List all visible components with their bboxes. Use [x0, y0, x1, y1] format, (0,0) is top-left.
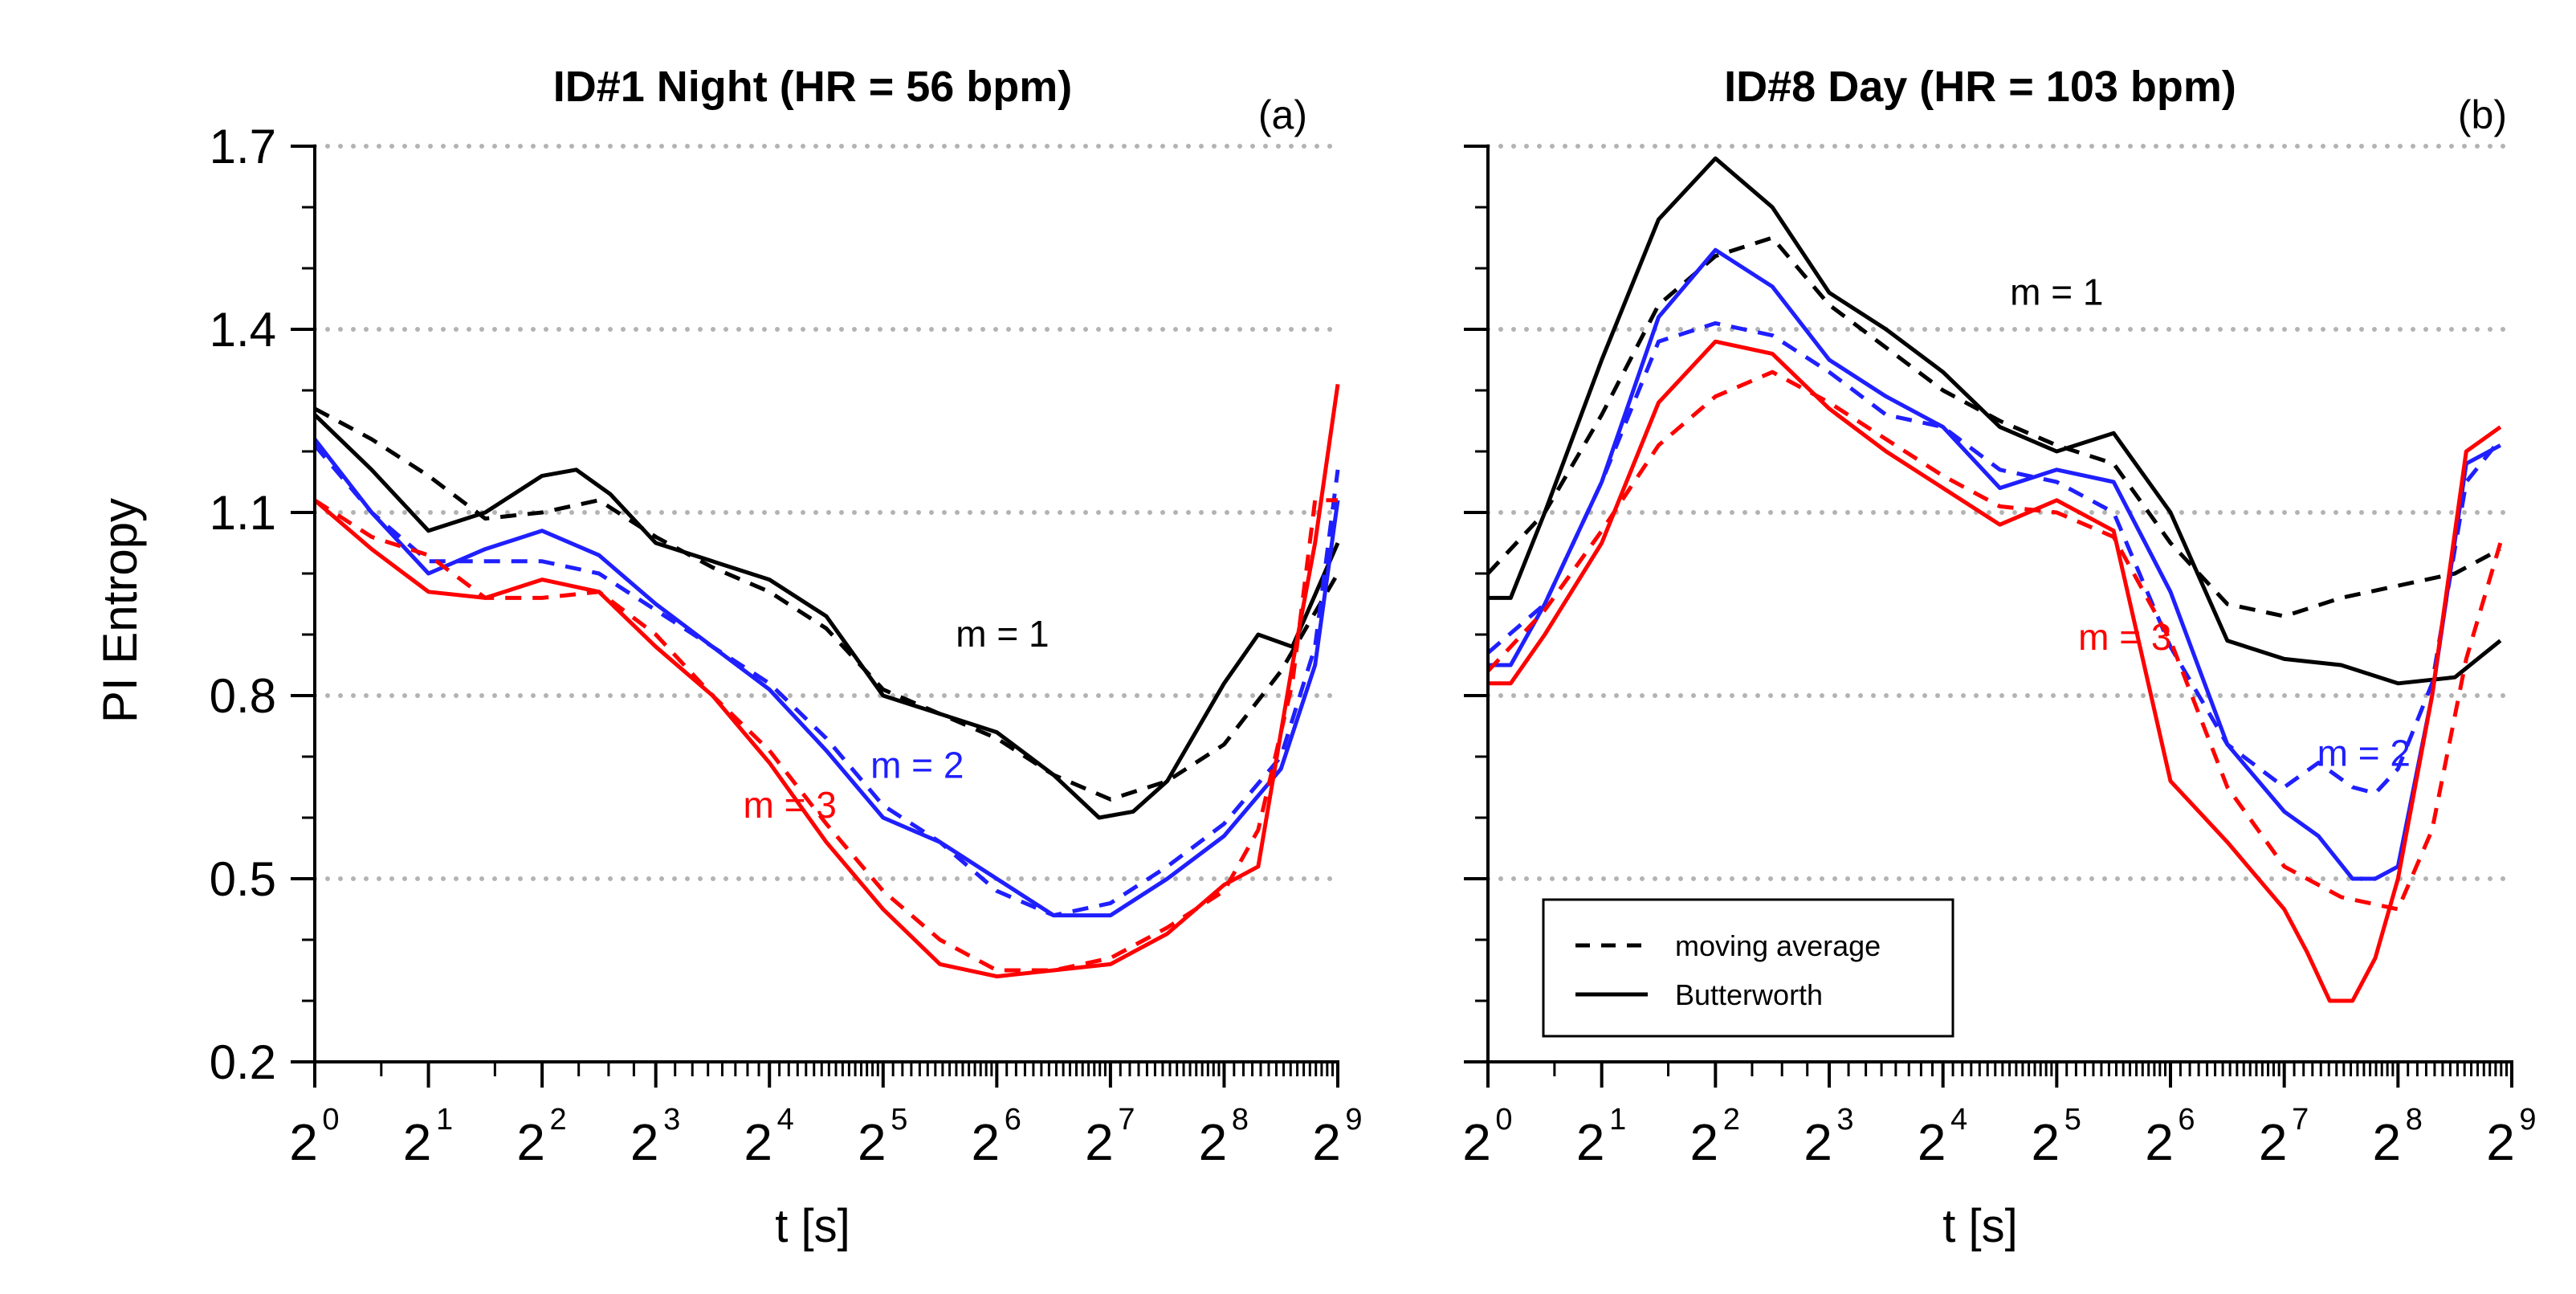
chart-title-a: ID#1 Night (HR = 56 bpm) — [553, 63, 1073, 111]
annotation-b-m1: m = 1 — [2010, 271, 2103, 313]
legend-b: moving average Butterworth — [1542, 898, 1954, 1038]
x-tick-exp-a-8: 8 — [1232, 1103, 1249, 1137]
x-tick-label-b-1: 2 — [1576, 1113, 1605, 1171]
x-tick-exp-a-3: 3 — [663, 1103, 680, 1137]
x-tick-label-b-9: 2 — [2486, 1113, 2515, 1171]
x-tick-label-b-4: 2 — [1918, 1113, 1946, 1171]
annotation-a-m2: m = 2 — [870, 745, 964, 786]
x-tick-label-a-2: 2 — [516, 1113, 545, 1171]
x-tick-exp-b-4: 4 — [1950, 1103, 1967, 1137]
panel-a: 0.20.50.81.11.41.72 0 2 1 2 2 2 3 2 4 2 5 2 6 2 7 2 8 2 9 I… — [93, 63, 1363, 1252]
x-axis-label-b: t [s] — [1942, 1200, 2017, 1252]
grid-a — [312, 144, 1340, 881]
x-tick-exp-a-6: 6 — [1005, 1103, 1021, 1137]
x-tick-exp-a-5: 5 — [891, 1103, 907, 1137]
x-tick-label-b-2: 2 — [1690, 1113, 1719, 1171]
y-tick-label-a-2: 0.8 — [210, 669, 276, 723]
annotation-b-m3: m = 3 — [2078, 616, 2171, 658]
curves-b — [1486, 156, 2503, 1003]
x-tick-label-a-0: 2 — [289, 1113, 318, 1171]
axes-a: 0.20.50.81.11.41.72 0 2 1 2 2 2 3 2 4 2 5 2 6 2 7 2 8 2 9 — [210, 120, 1363, 1171]
curves-a — [313, 384, 1340, 979]
y-tick-label-a-3: 1.1 — [210, 486, 276, 540]
series-b-m2-butterworth — [1488, 247, 2501, 881]
y-tick-label-a-5: 1.7 — [210, 120, 276, 173]
series-a-m3-butterworth — [313, 384, 1340, 979]
x-tick-label-a-5: 2 — [858, 1113, 887, 1171]
series-a-m1-moving-average — [313, 406, 1340, 802]
x-tick-label-b-7: 2 — [2259, 1113, 2288, 1171]
x-tick-exp-b-0: 0 — [1495, 1103, 1512, 1137]
chart-title-b: ID#8 Day (HR = 103 bpm) — [1724, 63, 2236, 111]
series-a-m1-butterworth — [313, 413, 1340, 820]
x-tick-exp-a-0: 0 — [322, 1103, 339, 1137]
x-axis-label-a: t [s] — [775, 1200, 850, 1252]
x-tick-label-b-0: 2 — [1462, 1113, 1491, 1171]
x-tick-label-a-7: 2 — [1085, 1113, 1114, 1171]
y-tick-label-a-0: 0.2 — [210, 1035, 276, 1089]
x-tick-exp-a-7: 7 — [1118, 1103, 1135, 1137]
panel-label-a: (a) — [1258, 92, 1307, 137]
x-tick-exp-a-2: 2 — [550, 1103, 567, 1137]
annotation-a-m1: m = 1 — [956, 613, 1049, 655]
x-tick-exp-b-1: 1 — [1609, 1103, 1626, 1137]
x-tick-label-a-3: 2 — [630, 1113, 659, 1171]
x-tick-label-b-6: 2 — [2145, 1113, 2174, 1171]
x-tick-label-b-8: 2 — [2373, 1113, 2402, 1171]
x-tick-exp-b-7: 7 — [2292, 1103, 2309, 1137]
annotation-a-m3: m = 3 — [744, 784, 837, 826]
x-tick-exp-b-6: 6 — [2178, 1103, 2195, 1137]
y-axis-label-a: PI Entropy — [93, 498, 147, 723]
x-tick-exp-a-9: 9 — [1345, 1103, 1362, 1137]
x-tick-exp-b-8: 8 — [2406, 1103, 2423, 1137]
x-tick-label-a-8: 2 — [1199, 1113, 1228, 1171]
legend-box — [1542, 898, 1954, 1038]
panel-label-b: (b) — [2458, 92, 2507, 137]
x-tick-exp-b-3: 3 — [1836, 1103, 1853, 1137]
series-a-m2-butterworth — [313, 438, 1340, 918]
x-tick-label-a-1: 2 — [403, 1113, 432, 1171]
legend-label-moving-average: moving average — [1675, 929, 1881, 962]
y-tick-label-a-4: 1.4 — [210, 303, 276, 357]
y-tick-label-a-1: 0.5 — [210, 852, 276, 906]
x-tick-exp-b-5: 5 — [2064, 1103, 2081, 1137]
annotation-b-m2: m = 2 — [2317, 732, 2411, 774]
series-a-m2-moving-average — [313, 443, 1340, 918]
x-tick-label-a-4: 2 — [744, 1113, 772, 1171]
series-b-m2-moving-average — [1486, 320, 2502, 796]
grid-b — [1486, 144, 2514, 881]
series-b-m1-butterworth — [1488, 156, 2502, 686]
x-tick-label-b-3: 2 — [1804, 1113, 1832, 1171]
x-tick-label-a-6: 2 — [972, 1113, 1001, 1171]
x-tick-exp-a-4: 4 — [777, 1103, 794, 1137]
x-tick-exp-b-2: 2 — [1723, 1103, 1740, 1137]
x-tick-exp-a-1: 1 — [436, 1103, 453, 1137]
series-b-m1-moving-average — [1486, 235, 2501, 618]
x-tick-exp-b-9: 9 — [2519, 1103, 2536, 1137]
legend-label-butterworth: Butterworth — [1675, 978, 1823, 1011]
series-a-m3-moving-average — [313, 498, 1338, 973]
series-b-m3-butterworth — [1488, 339, 2502, 1003]
x-tick-label-a-9: 2 — [1312, 1113, 1341, 1171]
x-tick-label-b-5: 2 — [2032, 1113, 2060, 1171]
